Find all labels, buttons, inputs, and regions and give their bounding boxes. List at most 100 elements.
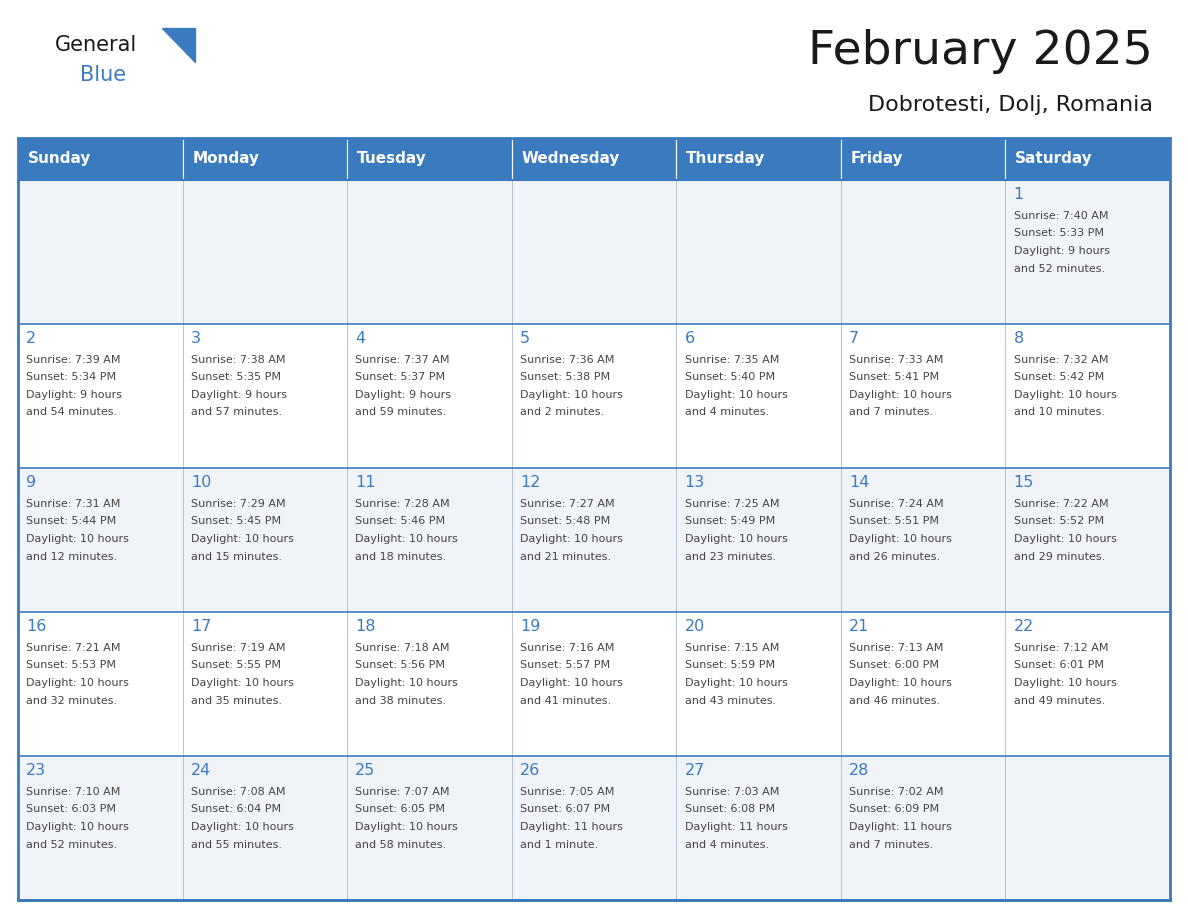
Text: 3: 3 bbox=[191, 331, 201, 346]
Bar bbox=[18, 180, 1170, 324]
Text: Sunrise: 7:40 AM: Sunrise: 7:40 AM bbox=[1013, 211, 1108, 221]
Text: Daylight: 10 hours: Daylight: 10 hours bbox=[26, 822, 129, 832]
Text: Sunset: 5:35 PM: Sunset: 5:35 PM bbox=[191, 373, 280, 383]
Text: 8: 8 bbox=[1013, 331, 1024, 346]
Text: Daylight: 10 hours: Daylight: 10 hours bbox=[191, 678, 293, 688]
Text: Sunset: 5:52 PM: Sunset: 5:52 PM bbox=[1013, 517, 1104, 527]
Text: 6: 6 bbox=[684, 331, 695, 346]
Text: Daylight: 9 hours: Daylight: 9 hours bbox=[1013, 246, 1110, 256]
Text: Daylight: 10 hours: Daylight: 10 hours bbox=[520, 678, 623, 688]
Text: Daylight: 10 hours: Daylight: 10 hours bbox=[849, 534, 952, 544]
Text: Sunrise: 7:07 AM: Sunrise: 7:07 AM bbox=[355, 787, 450, 797]
Polygon shape bbox=[162, 28, 195, 62]
Bar bbox=[512, 138, 676, 180]
Text: 13: 13 bbox=[684, 475, 704, 490]
Text: Sunset: 5:41 PM: Sunset: 5:41 PM bbox=[849, 373, 940, 383]
Text: Wednesday: Wednesday bbox=[522, 151, 620, 166]
Text: and 29 minutes.: and 29 minutes. bbox=[1013, 552, 1105, 562]
Text: Sunrise: 7:10 AM: Sunrise: 7:10 AM bbox=[26, 787, 121, 797]
Bar bbox=[18, 138, 183, 180]
Text: Sunrise: 7:32 AM: Sunrise: 7:32 AM bbox=[1013, 355, 1108, 365]
Text: 12: 12 bbox=[520, 475, 541, 490]
Text: and 7 minutes.: and 7 minutes. bbox=[849, 408, 934, 418]
Text: 20: 20 bbox=[684, 619, 704, 634]
Text: and 32 minutes.: and 32 minutes. bbox=[26, 696, 118, 706]
Text: 11: 11 bbox=[355, 475, 375, 490]
Text: Sunrise: 7:22 AM: Sunrise: 7:22 AM bbox=[1013, 499, 1108, 509]
Text: Sunset: 6:01 PM: Sunset: 6:01 PM bbox=[1013, 660, 1104, 670]
Bar bbox=[841, 138, 1005, 180]
Text: Saturday: Saturday bbox=[1016, 151, 1093, 166]
Text: Sunrise: 7:05 AM: Sunrise: 7:05 AM bbox=[520, 787, 614, 797]
Text: 9: 9 bbox=[26, 475, 37, 490]
Text: Sunset: 5:49 PM: Sunset: 5:49 PM bbox=[684, 517, 775, 527]
Text: Sunrise: 7:15 AM: Sunrise: 7:15 AM bbox=[684, 643, 779, 653]
Text: Sunrise: 7:35 AM: Sunrise: 7:35 AM bbox=[684, 355, 779, 365]
Text: Sunrise: 7:12 AM: Sunrise: 7:12 AM bbox=[1013, 643, 1108, 653]
Text: Sunset: 5:55 PM: Sunset: 5:55 PM bbox=[191, 660, 280, 670]
Text: 14: 14 bbox=[849, 475, 870, 490]
Text: Sunset: 5:34 PM: Sunset: 5:34 PM bbox=[26, 373, 116, 383]
Text: and 52 minutes.: and 52 minutes. bbox=[26, 839, 118, 849]
Text: and 35 minutes.: and 35 minutes. bbox=[191, 696, 282, 706]
Text: Blue: Blue bbox=[80, 65, 126, 85]
Text: Daylight: 10 hours: Daylight: 10 hours bbox=[684, 534, 788, 544]
Text: 25: 25 bbox=[355, 763, 375, 778]
Text: Daylight: 11 hours: Daylight: 11 hours bbox=[520, 822, 623, 832]
Text: and 12 minutes.: and 12 minutes. bbox=[26, 552, 118, 562]
Text: Dobrotesti, Dolj, Romania: Dobrotesti, Dolj, Romania bbox=[868, 95, 1154, 115]
Text: Sunrise: 7:25 AM: Sunrise: 7:25 AM bbox=[684, 499, 779, 509]
Text: 4: 4 bbox=[355, 331, 366, 346]
Bar bbox=[18, 324, 1170, 468]
Bar bbox=[18, 612, 1170, 756]
Text: Daylight: 10 hours: Daylight: 10 hours bbox=[849, 678, 952, 688]
Text: and 10 minutes.: and 10 minutes. bbox=[1013, 408, 1105, 418]
Text: Sunset: 5:42 PM: Sunset: 5:42 PM bbox=[1013, 373, 1104, 383]
Text: Monday: Monday bbox=[192, 151, 259, 166]
Text: 24: 24 bbox=[191, 763, 211, 778]
Text: Sunset: 5:53 PM: Sunset: 5:53 PM bbox=[26, 660, 116, 670]
Text: 10: 10 bbox=[191, 475, 211, 490]
Text: Sunday: Sunday bbox=[27, 151, 91, 166]
Text: Sunrise: 7:33 AM: Sunrise: 7:33 AM bbox=[849, 355, 943, 365]
Text: Daylight: 10 hours: Daylight: 10 hours bbox=[684, 390, 788, 400]
Text: Tuesday: Tuesday bbox=[358, 151, 426, 166]
Text: Sunrise: 7:21 AM: Sunrise: 7:21 AM bbox=[26, 643, 121, 653]
Text: and 1 minute.: and 1 minute. bbox=[520, 839, 599, 849]
Text: and 54 minutes.: and 54 minutes. bbox=[26, 408, 118, 418]
Text: 22: 22 bbox=[1013, 619, 1034, 634]
Text: and 49 minutes.: and 49 minutes. bbox=[1013, 696, 1105, 706]
Text: February 2025: February 2025 bbox=[808, 29, 1154, 74]
Text: Sunrise: 7:24 AM: Sunrise: 7:24 AM bbox=[849, 499, 943, 509]
Text: Daylight: 11 hours: Daylight: 11 hours bbox=[684, 822, 788, 832]
Text: Sunrise: 7:28 AM: Sunrise: 7:28 AM bbox=[355, 499, 450, 509]
Text: Sunset: 6:04 PM: Sunset: 6:04 PM bbox=[191, 804, 280, 814]
Text: Sunset: 5:51 PM: Sunset: 5:51 PM bbox=[849, 517, 939, 527]
Text: Friday: Friday bbox=[851, 151, 903, 166]
Text: Sunset: 5:33 PM: Sunset: 5:33 PM bbox=[1013, 229, 1104, 239]
Text: Daylight: 10 hours: Daylight: 10 hours bbox=[26, 678, 129, 688]
Text: and 43 minutes.: and 43 minutes. bbox=[684, 696, 776, 706]
Text: Sunrise: 7:02 AM: Sunrise: 7:02 AM bbox=[849, 787, 943, 797]
Text: Sunrise: 7:29 AM: Sunrise: 7:29 AM bbox=[191, 499, 285, 509]
Text: and 38 minutes.: and 38 minutes. bbox=[355, 696, 447, 706]
Text: Sunset: 6:09 PM: Sunset: 6:09 PM bbox=[849, 804, 940, 814]
Text: Sunrise: 7:19 AM: Sunrise: 7:19 AM bbox=[191, 643, 285, 653]
Text: and 41 minutes.: and 41 minutes. bbox=[520, 696, 611, 706]
Text: 7: 7 bbox=[849, 331, 859, 346]
Text: 2: 2 bbox=[26, 331, 37, 346]
Text: Sunset: 6:03 PM: Sunset: 6:03 PM bbox=[26, 804, 116, 814]
Text: 18: 18 bbox=[355, 619, 375, 634]
Text: Sunset: 6:07 PM: Sunset: 6:07 PM bbox=[520, 804, 611, 814]
Text: Sunrise: 7:18 AM: Sunrise: 7:18 AM bbox=[355, 643, 450, 653]
Text: and 2 minutes.: and 2 minutes. bbox=[520, 408, 604, 418]
Text: General: General bbox=[55, 35, 138, 55]
Text: and 18 minutes.: and 18 minutes. bbox=[355, 552, 447, 562]
Text: Sunset: 5:38 PM: Sunset: 5:38 PM bbox=[520, 373, 611, 383]
Text: Sunset: 5:46 PM: Sunset: 5:46 PM bbox=[355, 517, 446, 527]
Text: 15: 15 bbox=[1013, 475, 1034, 490]
Text: Sunset: 5:40 PM: Sunset: 5:40 PM bbox=[684, 373, 775, 383]
Bar bbox=[18, 756, 1170, 900]
Text: Sunset: 5:48 PM: Sunset: 5:48 PM bbox=[520, 517, 611, 527]
Text: and 57 minutes.: and 57 minutes. bbox=[191, 408, 282, 418]
